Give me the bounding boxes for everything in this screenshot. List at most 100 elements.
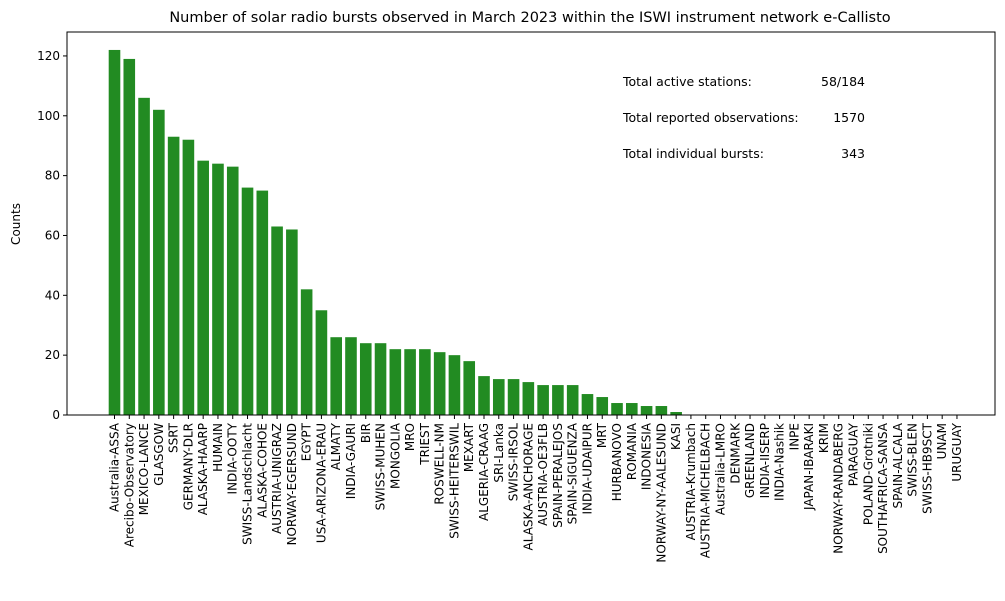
bar xyxy=(389,349,402,415)
x-tick-label: AUSTRIA-UNIGRAZ xyxy=(270,423,284,534)
x-tick-label: AUSTRIA-OE3FLB xyxy=(536,423,550,526)
bar xyxy=(182,139,195,415)
x-tick-label: Australia-LMRO xyxy=(713,423,727,515)
bar xyxy=(197,160,209,415)
x-tick-label: AUSTRIA-MICHELBACH xyxy=(699,423,713,558)
x-tick-label: ALASKA-COHOE xyxy=(255,423,269,518)
x-tick-label: INDIA-GAURI xyxy=(344,423,358,499)
bar xyxy=(286,229,298,415)
y-tick-label: 80 xyxy=(45,169,60,183)
x-tick-label: SWISS-IRSOL xyxy=(507,423,521,502)
bar xyxy=(404,349,416,415)
annotation-value: 343 xyxy=(841,146,865,161)
x-tick-label: POLAND-Grotniki xyxy=(861,423,875,525)
x-tick-label: INDIA-IISERP xyxy=(758,423,772,498)
x-tick-label: INDIA-Nashik xyxy=(773,423,787,501)
bar xyxy=(345,337,357,415)
bar xyxy=(241,187,254,415)
annotation-value: 58/184 xyxy=(821,74,865,89)
y-axis-label: Counts xyxy=(9,203,23,245)
x-tick-label: INPE xyxy=(787,423,801,450)
bar xyxy=(300,289,313,415)
bar xyxy=(670,412,682,415)
x-tick-label: TRIEST xyxy=(418,422,432,465)
bar xyxy=(478,376,490,415)
y-axis: 0 20 40 60 80 100 120 xyxy=(37,49,67,422)
x-tick-label: GERMANY-DLR xyxy=(181,423,195,510)
x-tick-label: USA-ARIZONA-ERAU xyxy=(314,423,328,543)
bar xyxy=(640,406,653,415)
bar xyxy=(463,361,476,415)
bar xyxy=(226,166,239,415)
annotation-value: 1570 xyxy=(833,110,865,125)
x-tick-label: KASI xyxy=(669,423,683,450)
x-tick-label: NORWAY-RANDABERG xyxy=(832,423,846,554)
x-tick-label: INDIA-OOTY xyxy=(226,422,240,494)
x-tick-label: MEXICO-LANCE xyxy=(137,423,151,515)
x-tick-label: ALASKA-ANCHORAGE xyxy=(521,423,535,550)
x-tick-label: SWISS-BLEN xyxy=(906,423,920,497)
y-tick-label: 60 xyxy=(45,228,60,242)
x-tick-label: PARAGUAY xyxy=(847,422,861,486)
x-tick-label: SOUTHAFRICA-SANSA xyxy=(876,422,890,554)
bar xyxy=(256,190,269,415)
x-tick-label: DENMARK xyxy=(728,422,742,484)
annotation-label: Total active stations: xyxy=(622,74,752,89)
bar xyxy=(655,406,668,415)
bar xyxy=(507,379,520,415)
bar xyxy=(123,58,136,416)
x-tick-label: INDIA-UDAIPUR xyxy=(580,423,594,515)
annotation-label: Total reported observations: xyxy=(622,110,799,125)
bar xyxy=(212,163,224,415)
x-tick-label: JAPAN-IBARAKI xyxy=(802,423,816,511)
bar xyxy=(359,343,372,415)
y-tick-label: 100 xyxy=(37,109,60,123)
x-tick-label: GREENLAND xyxy=(743,423,757,498)
bar xyxy=(419,349,431,415)
y-tick-label: 20 xyxy=(45,348,60,362)
x-tick-label: SPAIN-SIGUENZA xyxy=(566,422,580,524)
bar xyxy=(626,403,638,415)
x-tick-label: GLASGOW xyxy=(152,423,166,486)
bar xyxy=(108,49,121,415)
bar xyxy=(271,226,283,415)
bar xyxy=(611,403,623,415)
x-tick-label: AUSTRIA-Krumbach xyxy=(684,423,698,540)
x-tick-label: SPAIN-ALCALA xyxy=(891,422,905,508)
bar xyxy=(315,310,328,415)
x-tick-label: SWISS-MUHEN xyxy=(374,423,388,510)
x-tick-label: Australia-ASSA xyxy=(108,422,122,512)
x-tick-label: INDONESIA xyxy=(640,422,654,490)
bar xyxy=(552,385,564,415)
bar xyxy=(330,337,342,415)
x-tick-label: SWISS-Landschlacht xyxy=(241,423,255,545)
annotation-label: Total individual bursts: xyxy=(622,146,764,161)
bar xyxy=(537,385,549,415)
bar xyxy=(581,394,594,415)
bar xyxy=(374,343,387,415)
x-tick-label: EGYPT xyxy=(300,422,314,461)
bar xyxy=(492,379,505,415)
bars-group xyxy=(108,49,682,416)
x-axis: Australia-ASSA Arecibo-Observatory MEXICO-… xyxy=(108,415,964,563)
x-tick-label: ROSWELL-NM xyxy=(433,423,447,505)
x-tick-label: ROMANIA xyxy=(625,422,639,480)
bar xyxy=(153,109,165,416)
x-tick-label: NORWAY-NY-AALESUND xyxy=(654,423,668,563)
bar xyxy=(448,355,461,415)
x-tick-label: MRT xyxy=(595,422,609,448)
y-tick-label: 40 xyxy=(45,288,60,302)
x-tick-label: Arecibo-Observatory xyxy=(122,423,136,547)
bar xyxy=(433,352,446,415)
x-tick-label: MONGOLIA xyxy=(388,422,402,489)
bar xyxy=(566,385,579,415)
x-tick-label: HUMAIN xyxy=(211,423,225,472)
bar xyxy=(138,97,150,415)
y-tick-label: 120 xyxy=(37,49,60,63)
x-tick-label: KRIM xyxy=(817,423,831,453)
x-tick-label: ALMATY xyxy=(329,422,343,470)
bar xyxy=(167,136,180,416)
plot-area-frame xyxy=(66,31,996,416)
x-tick-label: SWISS-HEITERSWIL xyxy=(447,423,461,539)
